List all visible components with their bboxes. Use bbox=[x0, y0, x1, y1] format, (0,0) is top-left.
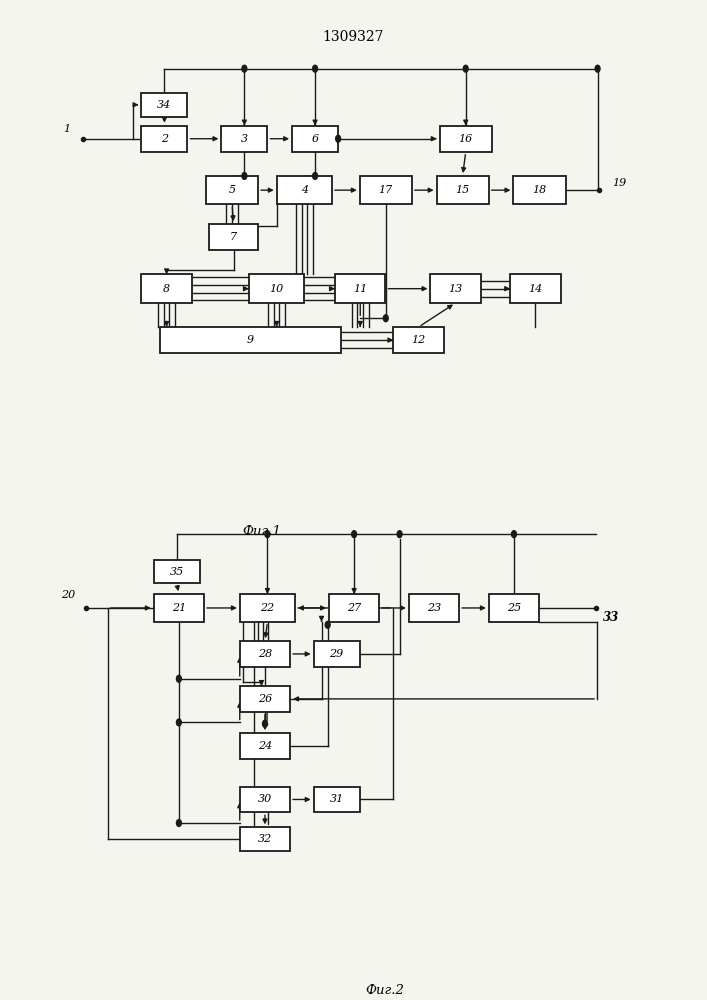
Text: 20: 20 bbox=[61, 590, 75, 600]
Text: 30: 30 bbox=[258, 794, 272, 804]
Text: 13: 13 bbox=[448, 284, 462, 294]
Text: 21: 21 bbox=[172, 603, 186, 613]
Circle shape bbox=[351, 531, 356, 538]
Text: 1: 1 bbox=[63, 124, 71, 134]
Text: Фиг.1: Фиг.1 bbox=[242, 525, 281, 538]
FancyBboxPatch shape bbox=[240, 594, 295, 622]
Text: 19: 19 bbox=[612, 178, 626, 188]
Circle shape bbox=[242, 172, 247, 179]
Text: 12: 12 bbox=[411, 335, 426, 345]
Text: 32: 32 bbox=[258, 834, 272, 844]
FancyBboxPatch shape bbox=[160, 327, 341, 353]
Circle shape bbox=[397, 531, 402, 538]
Circle shape bbox=[463, 65, 468, 72]
FancyBboxPatch shape bbox=[440, 126, 492, 152]
Text: 18: 18 bbox=[532, 185, 547, 195]
FancyBboxPatch shape bbox=[276, 176, 332, 204]
Text: 10: 10 bbox=[269, 284, 284, 294]
FancyBboxPatch shape bbox=[513, 176, 566, 204]
FancyBboxPatch shape bbox=[313, 787, 360, 812]
Circle shape bbox=[512, 531, 516, 538]
Text: 2: 2 bbox=[161, 134, 168, 144]
Text: 9: 9 bbox=[247, 335, 254, 345]
Text: 35: 35 bbox=[170, 567, 184, 577]
FancyBboxPatch shape bbox=[209, 224, 258, 250]
Text: 33: 33 bbox=[603, 611, 619, 624]
FancyBboxPatch shape bbox=[240, 641, 290, 667]
Text: 27: 27 bbox=[347, 603, 361, 613]
Circle shape bbox=[262, 720, 267, 727]
Circle shape bbox=[325, 621, 330, 628]
FancyBboxPatch shape bbox=[431, 274, 481, 303]
Circle shape bbox=[177, 719, 181, 726]
FancyBboxPatch shape bbox=[394, 327, 444, 353]
Text: 16: 16 bbox=[459, 134, 473, 144]
Text: 29: 29 bbox=[329, 649, 344, 659]
Text: 34: 34 bbox=[158, 100, 172, 110]
Text: 28: 28 bbox=[258, 649, 272, 659]
Text: Фиг.2: Фиг.2 bbox=[365, 984, 404, 997]
Text: 22: 22 bbox=[260, 603, 274, 613]
Text: 17: 17 bbox=[379, 185, 393, 195]
FancyBboxPatch shape bbox=[240, 733, 290, 759]
Circle shape bbox=[242, 65, 247, 72]
Circle shape bbox=[383, 315, 388, 322]
Text: 11: 11 bbox=[353, 284, 368, 294]
FancyBboxPatch shape bbox=[221, 126, 267, 152]
FancyBboxPatch shape bbox=[409, 594, 460, 622]
FancyBboxPatch shape bbox=[240, 787, 290, 812]
FancyBboxPatch shape bbox=[329, 594, 380, 622]
Circle shape bbox=[336, 135, 341, 142]
Circle shape bbox=[265, 531, 270, 538]
Circle shape bbox=[312, 65, 317, 72]
Circle shape bbox=[177, 820, 181, 826]
Circle shape bbox=[177, 675, 181, 682]
FancyBboxPatch shape bbox=[153, 560, 200, 583]
FancyBboxPatch shape bbox=[141, 274, 192, 303]
Circle shape bbox=[595, 65, 600, 72]
Text: 24: 24 bbox=[258, 741, 272, 751]
Text: 14: 14 bbox=[528, 284, 542, 294]
FancyBboxPatch shape bbox=[313, 641, 360, 667]
Circle shape bbox=[312, 172, 317, 179]
FancyBboxPatch shape bbox=[510, 274, 561, 303]
Text: 15: 15 bbox=[455, 185, 469, 195]
Text: 8: 8 bbox=[163, 284, 170, 294]
Text: 25: 25 bbox=[507, 603, 521, 613]
FancyBboxPatch shape bbox=[292, 126, 338, 152]
FancyBboxPatch shape bbox=[240, 827, 290, 851]
Text: 26: 26 bbox=[258, 694, 272, 704]
Text: 5: 5 bbox=[228, 185, 235, 195]
Text: 23: 23 bbox=[427, 603, 441, 613]
FancyBboxPatch shape bbox=[240, 686, 290, 712]
Text: 1309327: 1309327 bbox=[323, 30, 384, 44]
Text: 4: 4 bbox=[300, 185, 308, 195]
FancyBboxPatch shape bbox=[153, 594, 204, 622]
Text: 31: 31 bbox=[329, 794, 344, 804]
FancyBboxPatch shape bbox=[249, 274, 304, 303]
FancyBboxPatch shape bbox=[335, 274, 385, 303]
Text: 7: 7 bbox=[230, 232, 237, 242]
FancyBboxPatch shape bbox=[206, 176, 258, 204]
FancyBboxPatch shape bbox=[360, 176, 412, 204]
FancyBboxPatch shape bbox=[489, 594, 539, 622]
FancyBboxPatch shape bbox=[436, 176, 489, 204]
Text: 6: 6 bbox=[312, 134, 319, 144]
FancyBboxPatch shape bbox=[141, 126, 187, 152]
FancyBboxPatch shape bbox=[141, 93, 187, 117]
Text: 3: 3 bbox=[241, 134, 248, 144]
